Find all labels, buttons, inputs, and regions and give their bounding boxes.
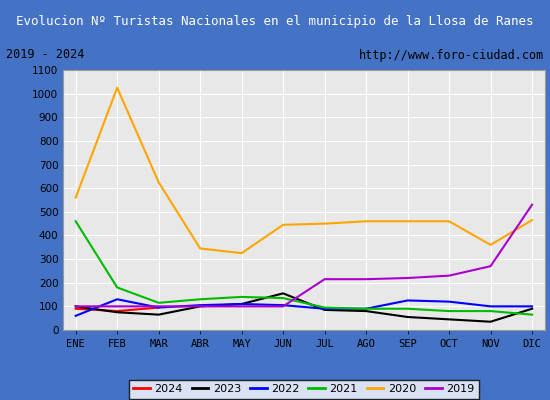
Text: 2019 - 2024: 2019 - 2024: [6, 48, 84, 62]
Text: http://www.foro-ciudad.com: http://www.foro-ciudad.com: [359, 48, 544, 62]
Text: Evolucion Nº Turistas Nacionales en el municipio de la Llosa de Ranes: Evolucion Nº Turistas Nacionales en el m…: [16, 14, 534, 28]
Legend: 2024, 2023, 2022, 2021, 2020, 2019: 2024, 2023, 2022, 2021, 2020, 2019: [129, 380, 478, 398]
